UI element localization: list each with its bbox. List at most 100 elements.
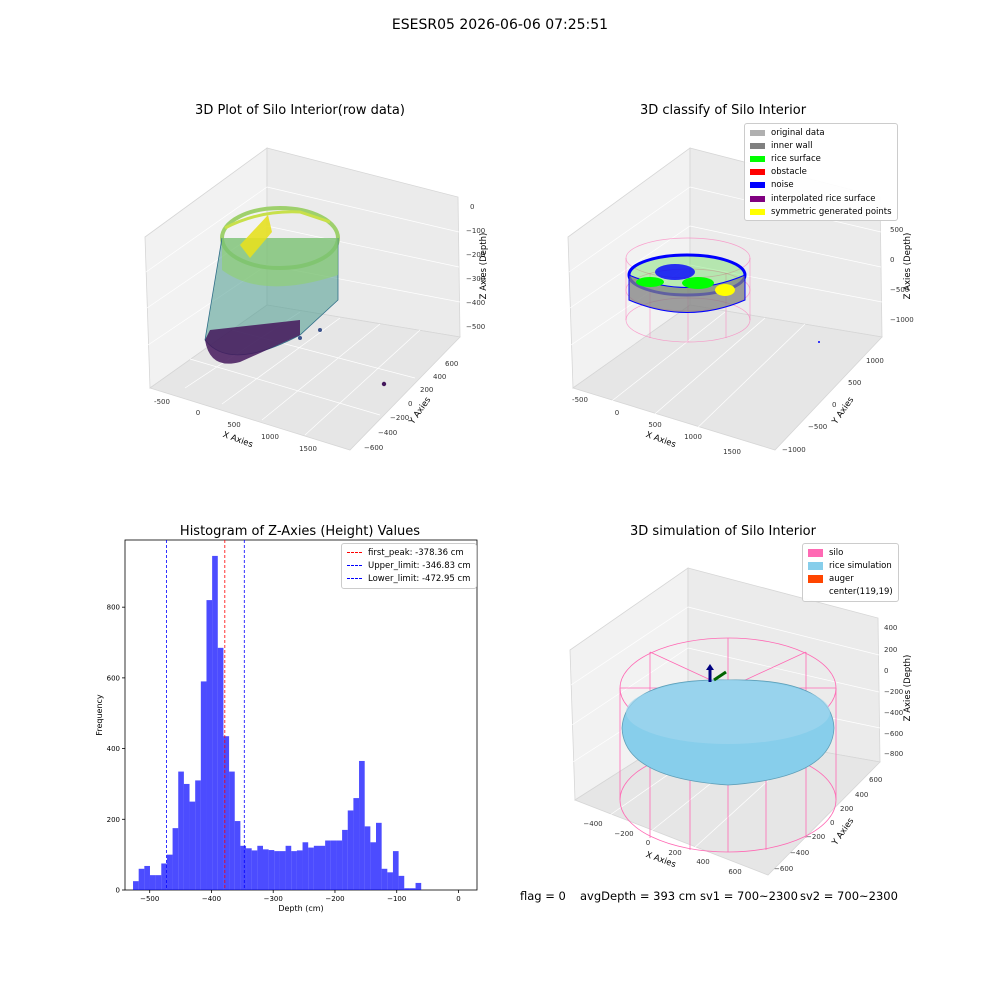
histogram-bar <box>381 868 388 890</box>
histogram-xtick-label: −200 <box>325 895 344 903</box>
simulation-ytick: −200 <box>806 833 825 841</box>
simulation-legend: silo rice simulation auger center(119,19… <box>802 543 899 602</box>
histogram-ytick-label: 0 <box>116 887 120 895</box>
histogram-bar <box>274 851 280 890</box>
simulation-ztick: −800 <box>884 750 903 758</box>
simulation-ytick: 200 <box>840 805 853 813</box>
histogram-bar <box>257 845 263 890</box>
legend-entry: original data <box>750 126 892 139</box>
simulation-xtick: −400 <box>583 820 602 828</box>
simulation-ztick: 0 <box>884 667 888 675</box>
simulation-xtick: 200 <box>668 849 681 857</box>
raw-xtick: 0 <box>196 409 200 417</box>
histogram-bar <box>353 798 360 890</box>
histogram-bar <box>336 840 343 890</box>
legend-entry: noise <box>750 179 892 192</box>
simulation-ytick: 400 <box>855 791 868 799</box>
histogram-bar <box>195 780 201 890</box>
raw-zlabel: Z Axies (Depth) <box>479 233 489 300</box>
histogram-bar <box>387 872 393 890</box>
raw-ytick: 0 <box>408 400 412 408</box>
classify-xtick: 1000 <box>684 433 702 441</box>
histogram-bar <box>166 854 173 890</box>
histogram-bar <box>392 851 399 890</box>
raw-3d-plot: -500 0 500 1000 1500 600 400 200 0 −200 … <box>144 147 489 453</box>
histogram-bar <box>217 647 224 890</box>
classify-ytick: −1000 <box>782 446 806 454</box>
raw-xtick: 500 <box>227 421 240 429</box>
histogram-bar <box>313 845 320 890</box>
simulation-ztick: 200 <box>884 646 897 654</box>
footer-flag: flag = 0 <box>520 889 566 903</box>
histogram-bar <box>262 849 269 890</box>
histogram-bar <box>404 888 410 890</box>
histogram-xtick-label: −100 <box>387 895 406 903</box>
raw-xlabel: X Axies <box>221 430 254 450</box>
classify-ztick: −500 <box>890 286 909 294</box>
legend-entry: center(119,19) <box>808 586 893 599</box>
histogram-xtick-label: −500 <box>140 895 159 903</box>
simulation-ytick: −400 <box>790 849 809 857</box>
histogram-bar <box>308 847 314 890</box>
simulation-ytick: 600 <box>869 776 882 784</box>
histogram-xtick-label: 0 <box>456 895 460 903</box>
histogram-title: Histogram of Z-Axies (Height) Values <box>179 524 421 539</box>
histogram-chart: −500 −400 −300 −200 −100 0 0 200 400 600 800 Dept… <box>95 539 478 913</box>
raw-ytick: −600 <box>364 444 383 452</box>
footer-sv2: sv2 = 700~2300 <box>800 889 898 903</box>
footer-avg-depth: avgDepth = 393 cm <box>580 889 697 903</box>
histogram-xtick-label: −300 <box>264 895 283 903</box>
histogram-bar <box>206 600 213 890</box>
classify-ytick: 1000 <box>866 357 884 365</box>
classify-3d-plot: -500 0 500 1000 1500 1000 500 0 −500 −10… <box>567 147 914 456</box>
raw-ztick: −100 <box>466 227 485 235</box>
histogram-xtick-label: −400 <box>202 895 221 903</box>
classify-ztick: 0 <box>890 256 894 264</box>
histogram-legend: first_peak: -378.36 cm Upper_limit: -346… <box>341 543 477 589</box>
simulation-ztick: −400 <box>884 709 903 717</box>
histogram-bar <box>291 851 297 890</box>
classify-xlabel: X Axies <box>644 430 677 450</box>
histogram-bar <box>398 875 405 890</box>
histogram-bar <box>246 848 252 890</box>
histogram-bar <box>268 850 275 890</box>
histogram-bar <box>296 850 303 890</box>
classify-legend: original data inner wall rice surface ob… <box>744 123 898 222</box>
classify-ytick: 0 <box>832 401 836 409</box>
legend-entry: Upper_limit: -346.83 cm <box>347 559 471 572</box>
legend-entry: inner wall <box>750 139 892 152</box>
raw-plot-title: 3D Plot of Silo Interior(row data) <box>195 103 405 118</box>
legend-entry: symmetric generated points <box>750 205 892 218</box>
histogram-bar <box>138 868 145 890</box>
raw-ztick: −200 <box>466 251 485 259</box>
histogram-xlabel: Depth (cm) <box>278 904 323 913</box>
legend-entry: obstacle <box>750 166 892 179</box>
histogram-bar <box>223 736 230 890</box>
raw-ytick: −200 <box>390 414 409 422</box>
simulation-ztick: −600 <box>884 730 903 738</box>
histogram-ytick-label: 800 <box>107 604 120 612</box>
simulation-ytick: −600 <box>774 865 793 873</box>
legend-entry: silo <box>808 546 893 559</box>
histogram-bar <box>149 875 156 890</box>
simulation-ztick: 400 <box>884 624 897 632</box>
legend-entry: rice simulation <box>808 559 893 572</box>
classify-xtick: 1500 <box>723 448 741 456</box>
histogram-bar <box>409 888 416 890</box>
raw-ytick: 400 <box>433 373 446 381</box>
histogram-bar <box>251 850 258 890</box>
histogram-bar <box>178 771 184 890</box>
legend-entry: Lower_limit: -472.95 cm <box>347 572 471 585</box>
classify-ztick: 500 <box>890 226 903 234</box>
raw-xtick: 1000 <box>261 433 279 441</box>
histogram-bar <box>172 828 179 890</box>
raw-ztick: −300 <box>466 275 485 283</box>
simulation-zlabel: Z Axies (Depth) <box>903 655 913 722</box>
histogram-bar <box>370 842 377 890</box>
simulation-ztick: −200 <box>884 688 903 696</box>
histogram-bar <box>183 783 190 890</box>
histogram-ylabel: Frequency <box>95 694 104 736</box>
raw-ztick: 0 <box>470 203 474 211</box>
histogram-ytick-label: 600 <box>107 674 120 682</box>
classify-ylabel: Y Axies <box>830 395 857 427</box>
